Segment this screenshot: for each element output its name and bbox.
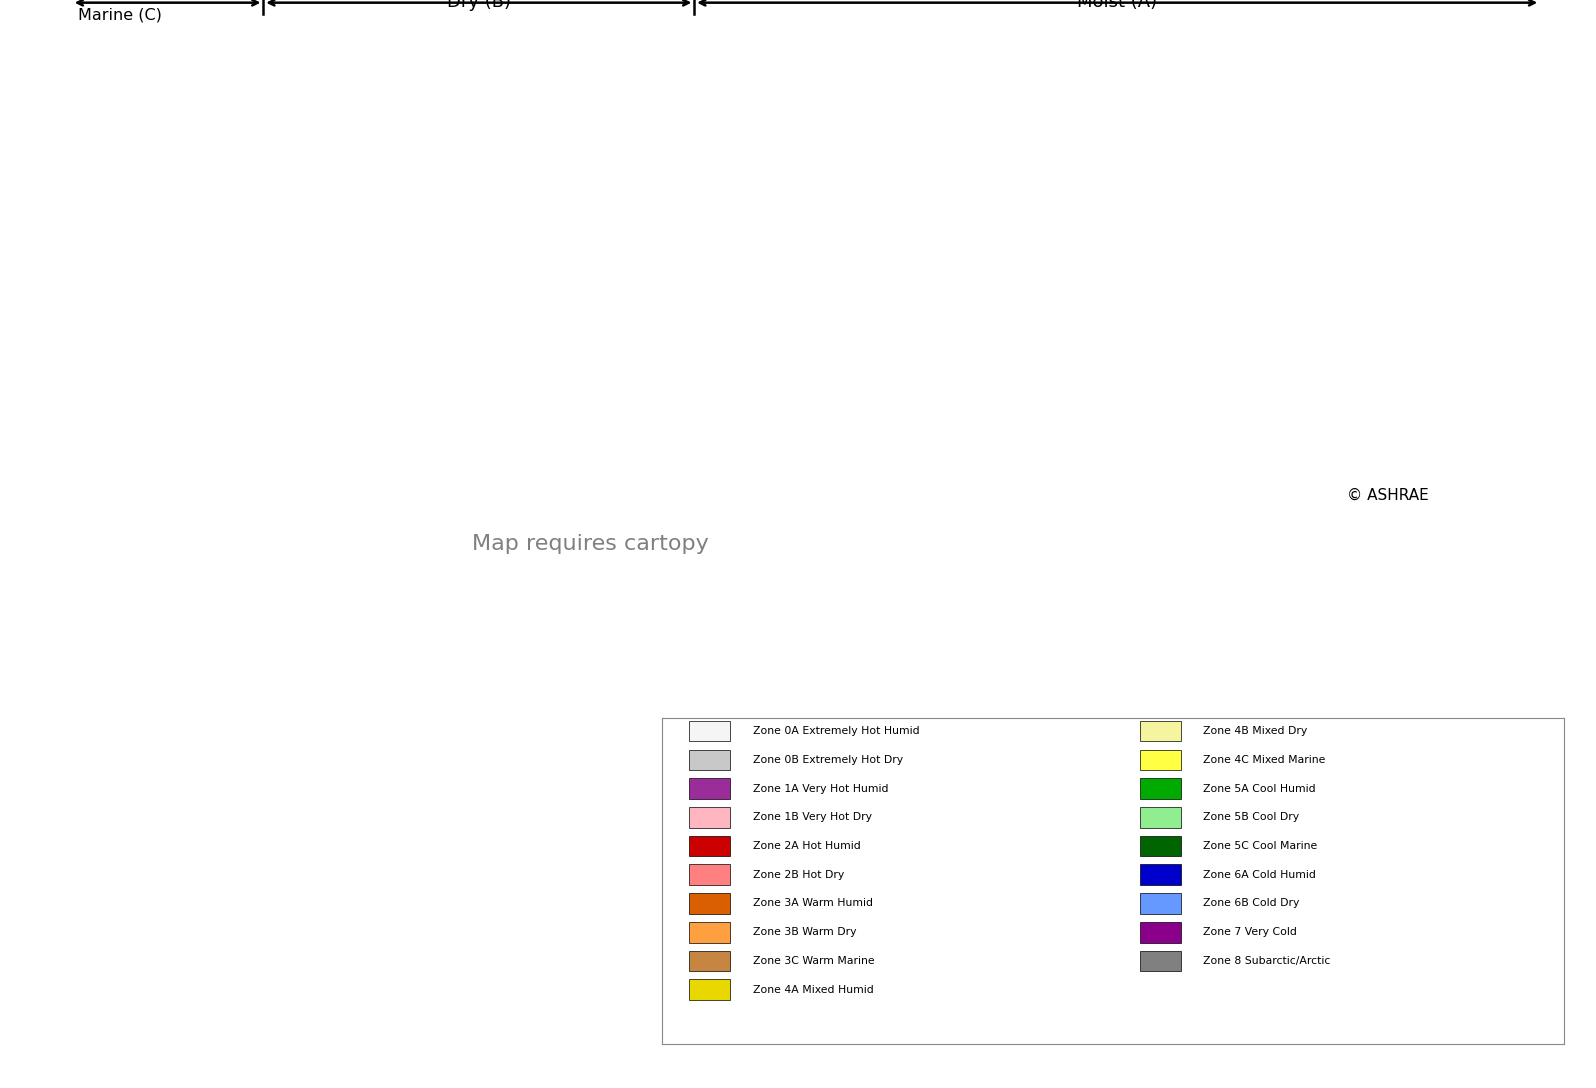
Bar [689, 864, 729, 886]
Text: Zone 7 Very Cold: Zone 7 Very Cold [1203, 927, 1298, 937]
Bar [689, 951, 729, 972]
Bar [689, 979, 729, 1000]
Text: Zone 8 Subarctic/Arctic: Zone 8 Subarctic/Arctic [1203, 956, 1331, 966]
Bar [1140, 951, 1181, 972]
Text: Zone 3B Warm Dry: Zone 3B Warm Dry [752, 927, 855, 937]
Text: Map requires cartopy: Map requires cartopy [472, 534, 709, 554]
Text: Zone 3C Warm Marine: Zone 3C Warm Marine [752, 956, 875, 966]
Bar [1140, 778, 1181, 799]
Text: Zone 4A Mixed Humid: Zone 4A Mixed Humid [752, 985, 873, 994]
Text: Zone 2B Hot Dry: Zone 2B Hot Dry [752, 869, 844, 880]
Text: Zone 0B Extremely Hot Dry: Zone 0B Extremely Hot Dry [752, 755, 903, 765]
Text: Zone 1B Very Hot Dry: Zone 1B Very Hot Dry [752, 813, 871, 823]
Bar [1140, 836, 1181, 856]
Text: Zone 2A Hot Humid: Zone 2A Hot Humid [752, 841, 860, 851]
Text: Moist (A): Moist (A) [1077, 0, 1157, 11]
Bar [1140, 807, 1181, 828]
Bar [1140, 864, 1181, 886]
Text: Zone 1A Very Hot Humid: Zone 1A Very Hot Humid [752, 783, 887, 793]
Bar [689, 750, 729, 770]
Bar [689, 778, 729, 799]
Text: Zone 6B Cold Dry: Zone 6B Cold Dry [1203, 899, 1299, 908]
Bar [689, 807, 729, 828]
Text: Zone 3A Warm Humid: Zone 3A Warm Humid [752, 899, 873, 908]
Text: Zone 4B Mixed Dry: Zone 4B Mixed Dry [1203, 726, 1307, 737]
Bar [689, 922, 729, 942]
Text: Marine (C): Marine (C) [78, 8, 161, 23]
Bar [1140, 893, 1181, 914]
Text: Zone 5A Cool Humid: Zone 5A Cool Humid [1203, 783, 1317, 793]
Bar [689, 836, 729, 856]
Bar [1140, 750, 1181, 770]
Bar [1140, 922, 1181, 942]
Text: Zone 4C Mixed Marine: Zone 4C Mixed Marine [1203, 755, 1326, 765]
Text: Zone 5B Cool Dry: Zone 5B Cool Dry [1203, 813, 1299, 823]
Text: Zone 5C Cool Marine: Zone 5C Cool Marine [1203, 841, 1318, 851]
Bar [689, 893, 729, 914]
Text: Dry (B): Dry (B) [447, 0, 511, 11]
Text: Zone 6A Cold Humid: Zone 6A Cold Humid [1203, 869, 1317, 880]
Bar [1140, 720, 1181, 742]
Text: Zone 0A Extremely Hot Humid: Zone 0A Extremely Hot Humid [752, 726, 919, 737]
Bar [689, 720, 729, 742]
Text: © ASHRAE: © ASHRAE [1347, 487, 1428, 503]
